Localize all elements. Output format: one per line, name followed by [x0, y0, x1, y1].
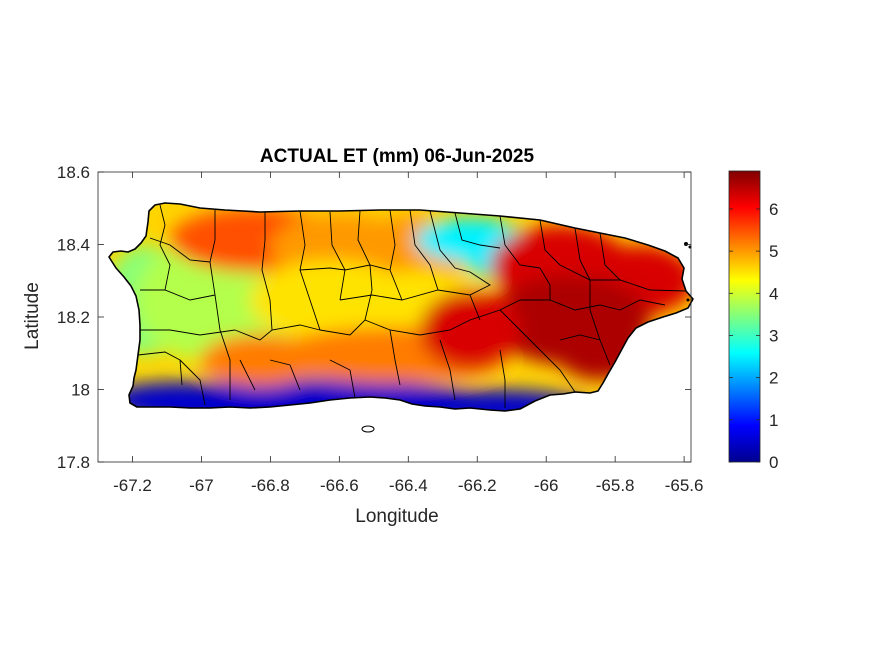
x-tick-label: -66.8 [251, 476, 290, 495]
x-tick-label: -67 [189, 476, 214, 495]
colorbar-tick-label: 4 [769, 284, 778, 303]
municipality-boundary [319, 319, 421, 336]
y-tick-label: 17.8 [57, 453, 90, 472]
municipality-boundary [140, 329, 236, 336]
municipality-boundary [589, 280, 611, 366]
x-tick-label: -66.4 [389, 476, 428, 495]
x-axis: -67.2 -67 -66.8 -66.6 -66.4 -66.2 -66 -65.8 -65.… [113, 172, 703, 495]
x-tick-label: -65.8 [596, 476, 635, 495]
small-islands [361, 242, 692, 433]
x-tick-label: -66.6 [320, 476, 359, 495]
municipality-boundary [209, 210, 231, 400]
municipality-boundary [419, 299, 521, 336]
municipality-boundary [389, 209, 403, 301]
x-tick-label: -66.2 [458, 476, 497, 495]
municipality-boundaries [137, 204, 687, 408]
colorbar-tick-label: 0 [769, 453, 778, 472]
islet [686, 298, 690, 302]
municipality-boundary [520, 299, 621, 311]
municipality-boundary [574, 227, 591, 281]
y-tick-label: 18 [71, 381, 90, 400]
y-tick-label: 18.4 [57, 236, 90, 255]
municipality-boundary [329, 359, 356, 399]
municipality-boundary [539, 219, 561, 266]
municipality-boundary [239, 359, 256, 391]
municipality-boundary [409, 209, 439, 291]
municipality-boundary [137, 351, 183, 386]
x-axis-label: Longitude [355, 506, 438, 527]
municipality-boundary [619, 299, 666, 311]
x-tick-label: -66 [534, 476, 559, 495]
colorbar-gradient [728, 170, 761, 463]
colorbar-ticks: 0 1 2 3 4 5 6 [729, 200, 778, 472]
municipality-boundary [269, 359, 301, 391]
colorbar: 0 1 2 3 4 5 6 [728, 170, 778, 472]
et-region-south-central-slopes [200, 334, 320, 386]
municipality-boundary [559, 264, 687, 292]
colorbar-tick-label: 6 [769, 200, 778, 219]
colorbar-tick-label: 2 [769, 369, 778, 388]
y-axis-label: Latitude [22, 282, 43, 350]
municipality-boundary [389, 329, 401, 386]
colorbar-tick-label: 1 [769, 411, 778, 430]
municipality-boundary [559, 334, 601, 341]
y-axis: 17.8 18 18.2 18.4 18.6 [57, 163, 691, 472]
municipality-boundary [261, 212, 273, 331]
municipality-boundary [599, 232, 621, 281]
municipality-boundary [140, 289, 216, 301]
municipality-boundary [149, 237, 211, 263]
caja-de-muertos-island [361, 425, 375, 433]
municipality-boundary [539, 267, 551, 300]
plot-area [97, 171, 694, 463]
municipality-boundary [299, 264, 391, 271]
municipality-boundary [439, 339, 456, 401]
x-tick-label: -65.6 [665, 476, 704, 495]
chart-title: ACTUAL ET (mm) 06-Jun-2025 [260, 146, 535, 167]
colorbar-tick-label: 3 [769, 326, 778, 345]
municipality-boundary [469, 271, 491, 321]
y-tick-label: 18.6 [57, 163, 90, 182]
municipality-boundary [329, 211, 346, 301]
colorbar-tick-label: 5 [769, 242, 778, 261]
municipality-boundary [339, 289, 471, 301]
island-outline [108, 202, 694, 412]
municipality-boundary [429, 210, 471, 273]
x-tick-label: -67.2 [113, 476, 152, 495]
municipality-boundary [179, 359, 206, 406]
et-region-east [420, 290, 520, 370]
municipality-boundary [454, 212, 501, 249]
municipality-boundary [159, 204, 171, 291]
municipality-boundary [499, 309, 576, 393]
municipality-boundary [234, 324, 321, 341]
y-tick-label: 18.2 [57, 308, 90, 327]
municipality-boundary [499, 215, 541, 269]
municipality-boundary [499, 349, 506, 408]
islet [684, 242, 688, 246]
